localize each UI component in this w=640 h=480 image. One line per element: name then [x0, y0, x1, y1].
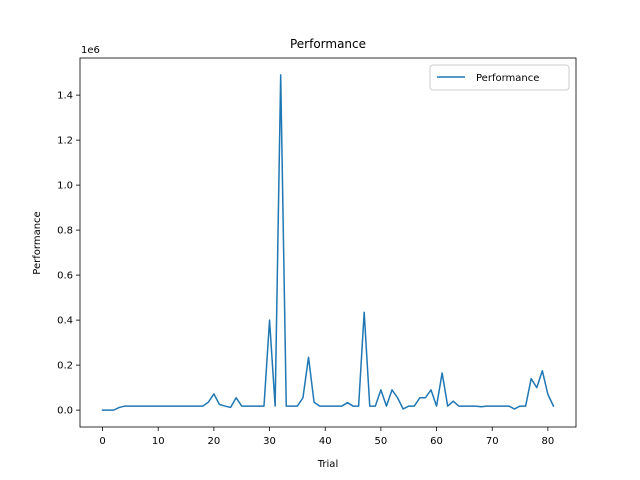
y-axis-label: Performance — [32, 211, 43, 274]
y-tick-label: 0.4 — [57, 316, 73, 327]
x-tick-label: 0 — [99, 436, 105, 447]
chart-title: Performance — [290, 37, 366, 51]
y-axis-offset-text: 1e6 — [81, 45, 100, 56]
y-tick-label: 0.0 — [57, 406, 73, 417]
x-tick-label: 10 — [152, 436, 165, 447]
x-tick-label: 20 — [208, 436, 221, 447]
plot-lines — [101, 74, 555, 411]
x-tick-label: 60 — [430, 436, 443, 447]
y-tick-label: 0.8 — [57, 226, 73, 237]
legend: Performance — [429, 64, 570, 91]
x-axis-label: Trial — [317, 459, 338, 470]
x-tick-label: 40 — [319, 436, 332, 447]
plot-frame — [79, 57, 577, 428]
x-axis-ticks: 0 10 20 30 40 50 60 70 80 — [99, 427, 554, 447]
y-tick-label: 1.2 — [57, 136, 73, 147]
x-tick-label: 70 — [486, 436, 499, 447]
series-line-performance — [101, 74, 555, 411]
y-tick-label: 1.4 — [57, 91, 73, 102]
y-tick-label: 0.6 — [57, 271, 73, 282]
x-tick-label: 50 — [375, 436, 388, 447]
y-tick-label: 1.0 — [57, 181, 73, 192]
y-tick-label: 0.2 — [57, 361, 73, 372]
x-tick-label: 80 — [542, 436, 555, 447]
legend-label-performance: Performance — [476, 73, 539, 84]
x-tick-label: 30 — [263, 436, 276, 447]
legend-box — [429, 64, 570, 91]
y-axis-ticks: 0.0 0.2 0.4 0.6 0.8 1.0 1.2 1.4 — [57, 91, 80, 417]
